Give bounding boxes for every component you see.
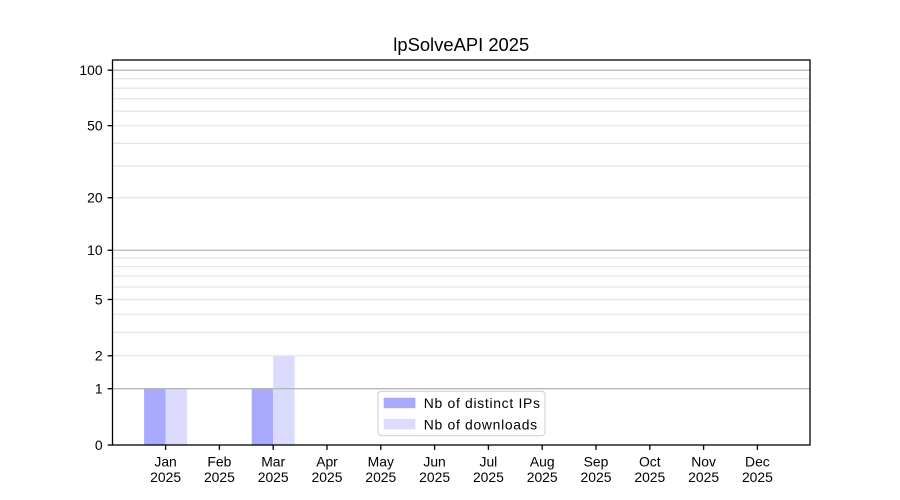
svg-text:May: May: [368, 453, 394, 469]
svg-text:20: 20: [87, 190, 103, 206]
svg-text:2025: 2025: [634, 469, 665, 485]
svg-text:2025: 2025: [419, 469, 450, 485]
svg-text:Jun: Jun: [423, 453, 445, 469]
svg-text:2: 2: [95, 348, 103, 364]
svg-text:2025: 2025: [527, 469, 558, 485]
svg-text:2025: 2025: [742, 469, 773, 485]
svg-text:5: 5: [95, 291, 103, 307]
svg-text:Jan: Jan: [154, 453, 176, 469]
svg-text:2025: 2025: [204, 469, 235, 485]
svg-text:1: 1: [95, 381, 103, 397]
svg-text:100: 100: [79, 62, 102, 78]
svg-text:Mar: Mar: [261, 453, 285, 469]
svg-text:Nov: Nov: [691, 453, 716, 469]
svg-text:0: 0: [95, 437, 103, 453]
svg-text:Sep: Sep: [584, 453, 609, 469]
svg-text:Apr: Apr: [316, 453, 338, 469]
svg-text:lpSolveAPI 2025: lpSolveAPI 2025: [393, 34, 529, 55]
svg-text:Aug: Aug: [530, 453, 555, 469]
svg-text:2025: 2025: [473, 469, 504, 485]
svg-text:2025: 2025: [150, 469, 181, 485]
svg-text:Oct: Oct: [639, 453, 661, 469]
svg-text:2025: 2025: [312, 469, 343, 485]
svg-text:Dec: Dec: [745, 453, 770, 469]
svg-text:2025: 2025: [258, 469, 289, 485]
svg-text:Nb of distinct IPs: Nb of distinct IPs: [424, 395, 541, 411]
svg-text:2025: 2025: [581, 469, 612, 485]
svg-text:50: 50: [87, 118, 103, 134]
svg-text:2025: 2025: [365, 469, 396, 485]
svg-text:10: 10: [87, 242, 103, 258]
svg-text:Feb: Feb: [207, 453, 231, 469]
svg-text:2025: 2025: [688, 469, 719, 485]
svg-text:Jul: Jul: [480, 453, 498, 469]
svg-text:Nb of downloads: Nb of downloads: [424, 416, 538, 432]
